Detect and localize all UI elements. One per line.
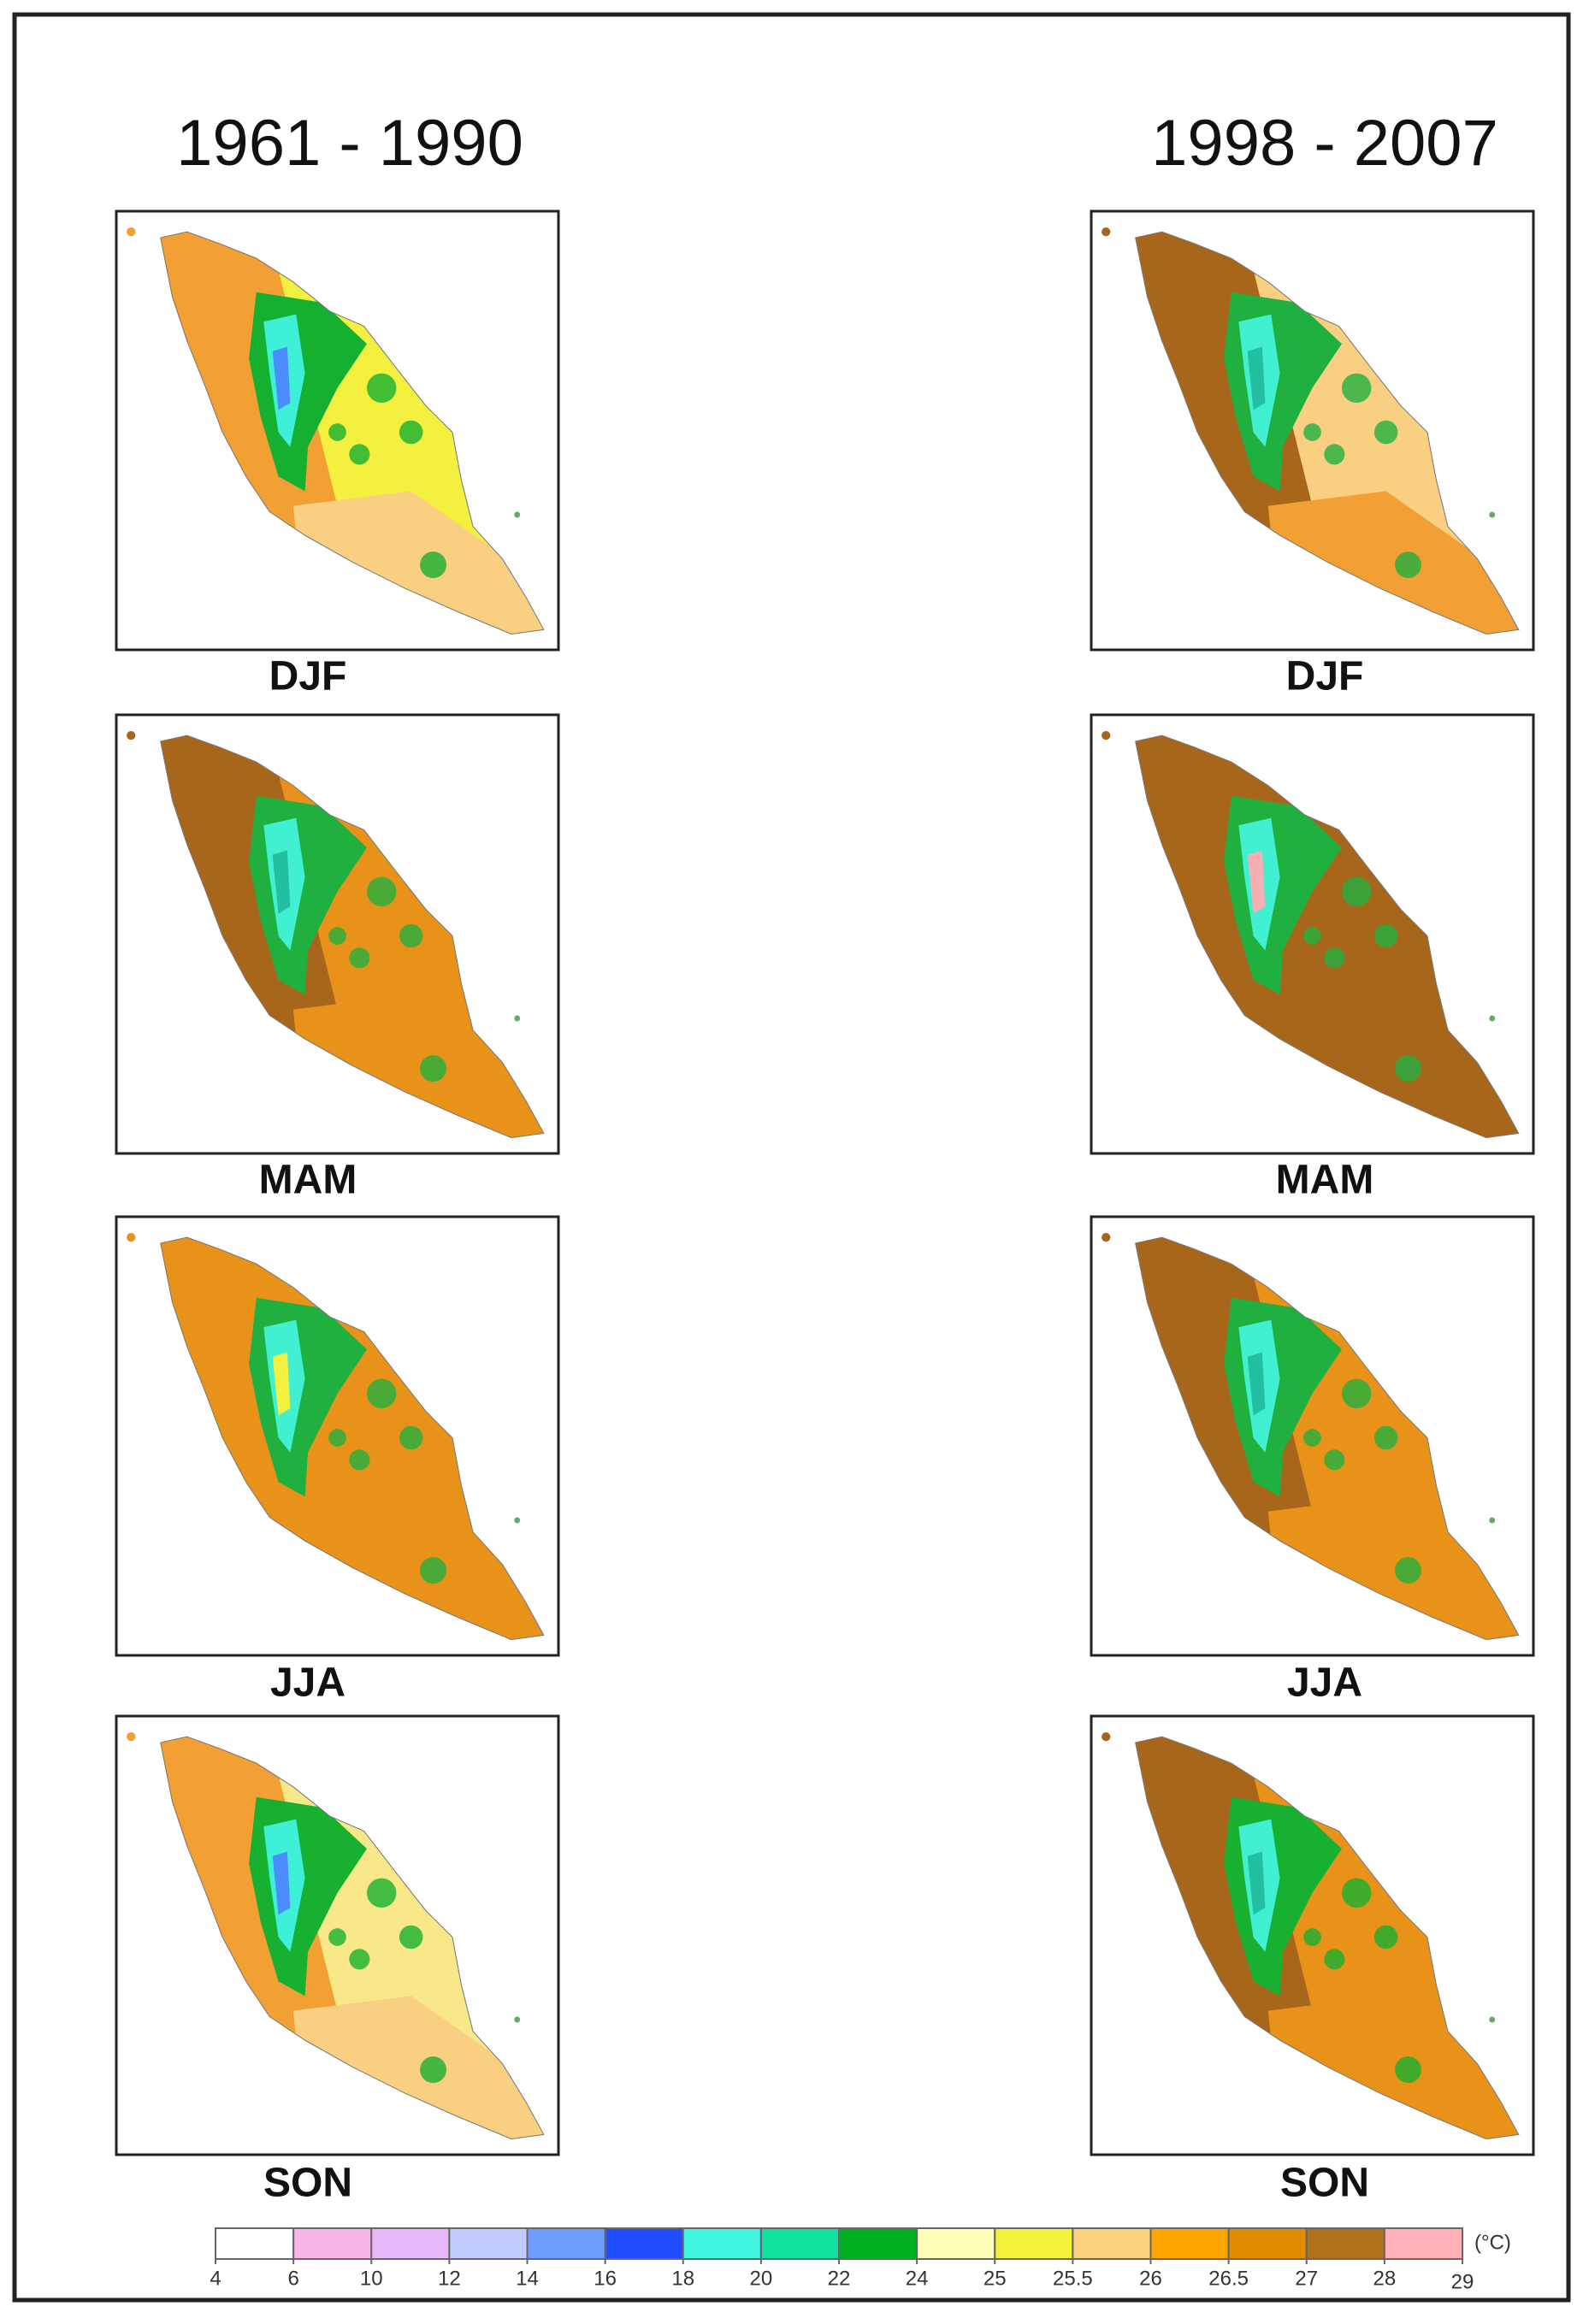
legend-swatch bbox=[1072, 2227, 1152, 2260]
legend-tick-label: 10 bbox=[360, 2267, 383, 2290]
legend-swatch bbox=[1305, 2227, 1385, 2260]
legend-swatch bbox=[1383, 2227, 1463, 2260]
legend-tick-label: 25.5 bbox=[1053, 2267, 1093, 2290]
legend-swatch bbox=[448, 2227, 529, 2260]
season-label: JJA bbox=[270, 1660, 346, 1706]
legend-tick-label: 24 bbox=[906, 2267, 929, 2290]
legend-tick-label: 28 bbox=[1373, 2267, 1397, 2290]
season-label: SON bbox=[263, 2161, 352, 2206]
legend-tick-label: 4 bbox=[210, 2267, 221, 2290]
season-label: DJF bbox=[1286, 654, 1364, 699]
legend-tick-label: 20 bbox=[750, 2267, 773, 2290]
legend-swatch bbox=[215, 2227, 295, 2260]
legend-tick-label: 14 bbox=[516, 2267, 539, 2290]
legend-tick-label: 27 bbox=[1295, 2267, 1318, 2290]
season-label: MAM bbox=[1276, 1158, 1374, 1203]
legend-unit: (°C) bbox=[1474, 2231, 1511, 2254]
legend-tick-label: 26 bbox=[1139, 2267, 1162, 2290]
legend-tick-label: 6 bbox=[287, 2267, 298, 2290]
legend-tick-label: 26.5 bbox=[1208, 2267, 1249, 2290]
column-title: 1998 - 2007 bbox=[1151, 107, 1498, 180]
legend-swatch bbox=[994, 2227, 1074, 2260]
legend-tick-label: 16 bbox=[594, 2267, 617, 2290]
legend-swatch bbox=[1227, 2227, 1308, 2260]
legend-swatch bbox=[370, 2227, 451, 2260]
legend-swatch bbox=[916, 2227, 996, 2260]
legend-swatch bbox=[838, 2227, 918, 2260]
legend-swatch bbox=[292, 2227, 373, 2260]
legend-swatch bbox=[604, 2227, 684, 2260]
legend-swatch bbox=[682, 2227, 762, 2260]
legend-tick-label: 12 bbox=[438, 2267, 461, 2290]
season-label: SON bbox=[1280, 2161, 1369, 2206]
legend-tick-label: 25 bbox=[983, 2267, 1007, 2290]
legend-tick-label: 29 bbox=[1451, 2270, 1474, 2293]
legend-tick-label: 22 bbox=[828, 2267, 851, 2290]
column-title: 1961 - 1990 bbox=[176, 107, 523, 180]
season-label: MAM bbox=[259, 1158, 357, 1203]
legend-swatch bbox=[526, 2227, 606, 2260]
legend-swatch bbox=[759, 2227, 840, 2260]
legend-swatch bbox=[1149, 2227, 1230, 2260]
season-label: JJA bbox=[1287, 1660, 1362, 1706]
season-label: DJF bbox=[269, 654, 347, 699]
legend-tick-label: 18 bbox=[671, 2267, 694, 2290]
